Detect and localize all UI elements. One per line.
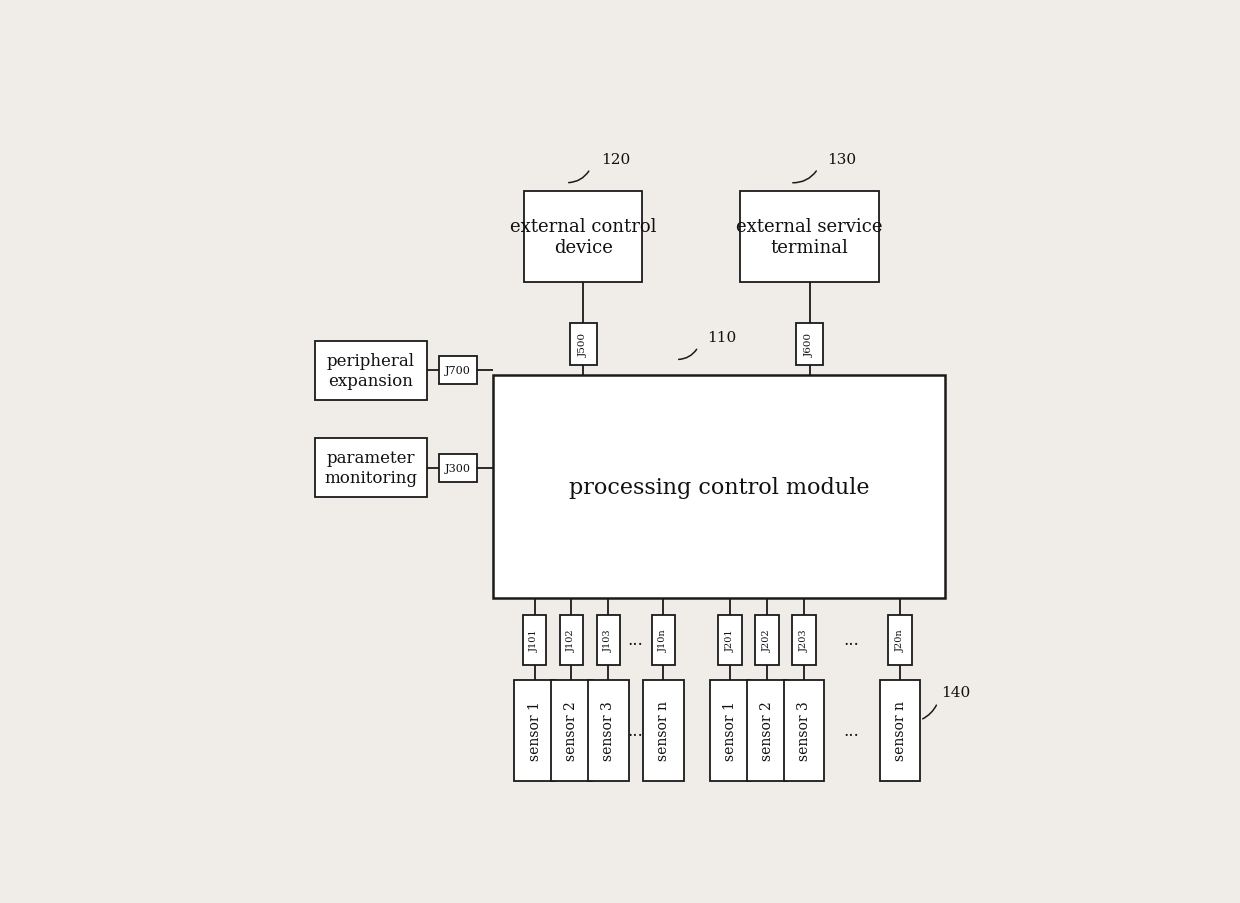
Bar [740, 191, 879, 282]
Text: sensor n: sensor n [893, 701, 906, 760]
Text: J201: J201 [725, 629, 734, 652]
Text: J103: J103 [604, 629, 613, 652]
Bar [718, 615, 742, 666]
Bar [559, 615, 583, 666]
Text: J203: J203 [800, 629, 808, 652]
Text: ...: ... [843, 632, 859, 648]
Text: ...: ... [627, 632, 644, 648]
Text: sensor n: sensor n [656, 701, 671, 760]
Text: J101: J101 [529, 629, 539, 652]
Text: sensor 3: sensor 3 [797, 701, 811, 760]
Text: sensor 1: sensor 1 [723, 701, 737, 760]
Text: 140: 140 [941, 685, 971, 699]
Text: external control
device: external control device [510, 218, 656, 256]
Bar [651, 615, 675, 666]
Bar [784, 680, 825, 781]
Text: J700: J700 [445, 366, 471, 376]
Text: J102: J102 [567, 629, 575, 652]
Text: external service
terminal: external service terminal [737, 218, 883, 256]
Text: J10n: J10n [658, 629, 668, 652]
Text: J20n: J20n [895, 629, 904, 652]
Bar [315, 341, 427, 400]
Bar [515, 680, 554, 781]
Bar [439, 357, 477, 385]
Bar [711, 680, 750, 781]
Text: 120: 120 [600, 153, 630, 167]
Bar [523, 615, 547, 666]
Bar [552, 680, 591, 781]
Text: J300: J300 [445, 463, 471, 473]
Bar [888, 615, 911, 666]
Text: sensor 1: sensor 1 [527, 701, 542, 760]
Text: J202: J202 [763, 629, 771, 652]
Text: J600: J600 [805, 332, 813, 357]
Text: ...: ... [843, 722, 859, 740]
Text: sensor 3: sensor 3 [601, 701, 615, 760]
Bar [525, 191, 642, 282]
Text: parameter
monitoring: parameter monitoring [325, 450, 418, 487]
Bar [880, 680, 920, 781]
Bar [315, 439, 427, 498]
Bar [644, 680, 683, 781]
Bar [792, 615, 816, 666]
Bar [492, 376, 945, 599]
Bar [439, 454, 477, 482]
Bar [596, 615, 620, 666]
Bar [796, 324, 823, 366]
Text: sensor 2: sensor 2 [760, 701, 774, 760]
Bar [746, 680, 787, 781]
Text: sensor 2: sensor 2 [564, 701, 579, 760]
Text: 130: 130 [827, 153, 856, 167]
Text: J500: J500 [579, 332, 588, 357]
Text: processing control module: processing control module [569, 476, 869, 498]
Text: peripheral
expansion: peripheral expansion [327, 352, 415, 389]
Bar [570, 324, 596, 366]
Bar [755, 615, 779, 666]
Text: 110: 110 [707, 330, 737, 345]
Bar [588, 680, 629, 781]
Text: ...: ... [627, 722, 644, 740]
